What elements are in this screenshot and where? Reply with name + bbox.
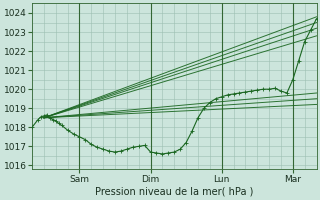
X-axis label: Pression niveau de la mer( hPa ): Pression niveau de la mer( hPa ) (95, 187, 253, 197)
